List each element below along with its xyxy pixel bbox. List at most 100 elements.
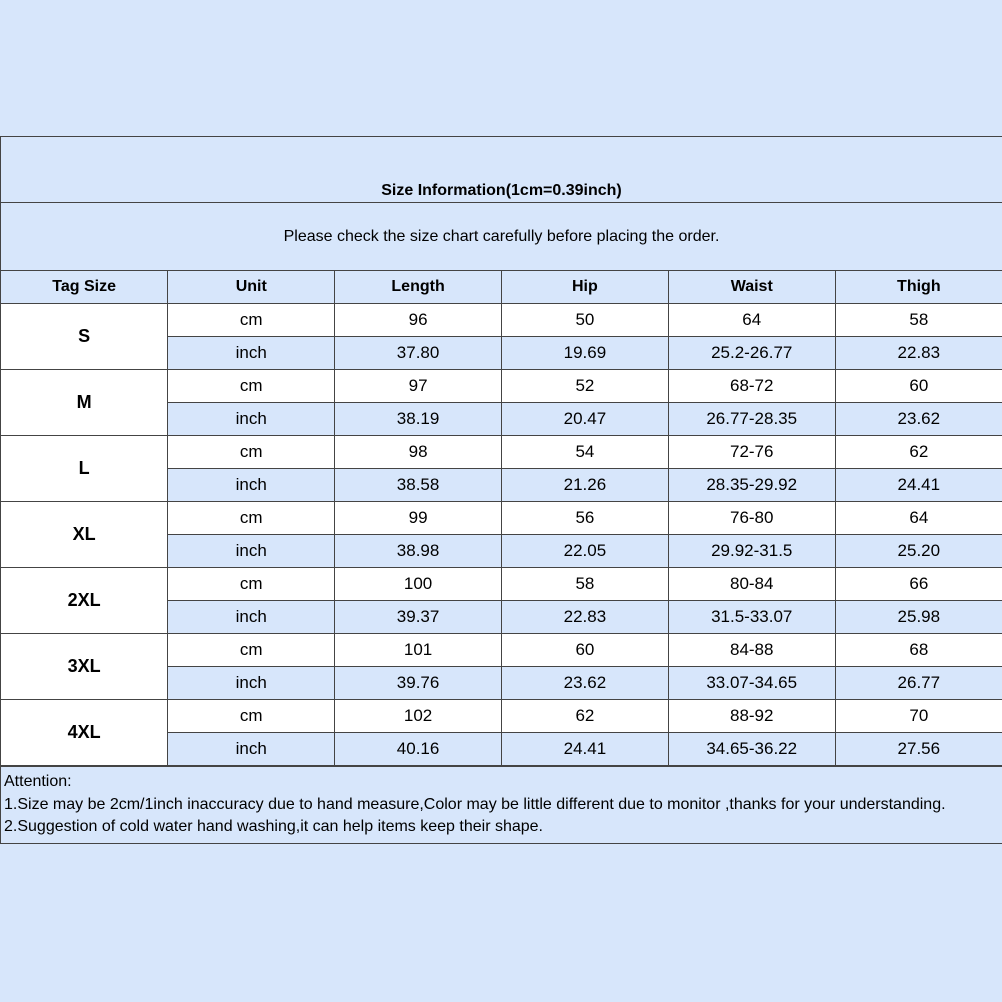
unit-cell: inch (167, 468, 336, 502)
measurement-cell: 21.26 (500, 468, 669, 502)
measurement-cell: 68-72 (667, 369, 836, 403)
column-header: Length (334, 271, 502, 304)
table-row-cm: XL cm 99 56 76-80 64 (1, 501, 1002, 568)
measurement-cell: 39.37 (334, 600, 502, 634)
column-header: Waist (667, 271, 836, 304)
header-row: Tag Size Unit Length Hip Waist Thigh (1, 271, 1002, 304)
measurement-cell: 84-88 (667, 633, 836, 667)
measurement-cell: 60 (500, 633, 669, 667)
measurement-cell: 20.47 (500, 402, 669, 436)
measurement-cell: 76-80 (667, 501, 836, 535)
measurement-cell: 72-76 (667, 435, 836, 469)
table-row-inch: inch 39.76 23.62 33.07-34.65 26.77 (1, 666, 1002, 700)
unit-cell: cm (167, 699, 336, 733)
table-row-cm: 3XL cm 101 60 84-88 68 (1, 633, 1002, 700)
measurement-cell: 62 (500, 699, 669, 733)
measurement-cell: 27.56 (834, 732, 1002, 766)
table-row-inch: inch 39.37 22.83 31.5-33.07 25.98 (1, 600, 1002, 634)
measurement-cell: 38.98 (334, 534, 502, 568)
tag-size-cell: 3XL (1, 633, 169, 700)
tag-size-cell: XL (1, 501, 169, 568)
unit-cell: inch (167, 732, 336, 766)
chart-title: Size Information(1cm=0.39inch) (1, 137, 1002, 203)
tag-size-cell: M (1, 369, 169, 436)
unit-cell: inch (167, 336, 336, 370)
measurement-cell: 58 (500, 567, 669, 601)
measurement-cell: 64 (834, 501, 1002, 535)
measurement-cell: 101 (334, 633, 502, 667)
measurement-cell: 52 (500, 369, 669, 403)
measurement-cell: 26.77-28.35 (667, 402, 836, 436)
measurement-cell: 70 (834, 699, 1002, 733)
measurement-cell: 50 (500, 303, 669, 337)
measurement-cell: 25.98 (834, 600, 1002, 634)
measurement-cell: 38.19 (334, 402, 502, 436)
tag-size-cell: 2XL (1, 567, 169, 634)
measurement-cell: 31.5-33.07 (667, 600, 836, 634)
measurement-cell: 25.20 (834, 534, 1002, 568)
attention-note-1: 1.Size may be 2cm/1inch inaccuracy due t… (4, 795, 946, 813)
measurement-cell: 56 (500, 501, 669, 535)
tag-size-cell: L (1, 435, 169, 502)
measurement-cell: 58 (834, 303, 1002, 337)
unit-cell: inch (167, 402, 336, 436)
measurement-cell: 60 (834, 369, 1002, 403)
measurement-cell: 25.2-26.77 (667, 336, 836, 370)
measurement-cell: 68 (834, 633, 1002, 667)
measurement-cell: 88-92 (667, 699, 836, 733)
tag-size-cell: S (1, 303, 169, 370)
measurement-cell: 54 (500, 435, 669, 469)
measurement-cell: 62 (834, 435, 1002, 469)
table-row-inch: inch 38.98 22.05 29.92-31.5 25.20 (1, 534, 1002, 568)
measurement-cell: 29.92-31.5 (667, 534, 836, 568)
measurement-cell: 24.41 (500, 732, 669, 766)
attention-heading: Attention: (4, 773, 72, 790)
tag-size-cell: 4XL (1, 699, 169, 766)
unit-cell: cm (167, 633, 336, 667)
measurement-cell: 22.83 (834, 336, 1002, 370)
measurement-cell: 26.77 (834, 666, 1002, 700)
attention-note-2: 2.Suggestion of cold water hand washing,… (4, 818, 543, 835)
measurement-cell: 23.62 (834, 402, 1002, 436)
column-header: Tag Size (1, 271, 169, 304)
measurement-cell: 38.58 (334, 468, 502, 502)
unit-cell: cm (167, 501, 336, 535)
measurement-cell: 97 (334, 369, 502, 403)
measurement-cell: 33.07-34.65 (667, 666, 836, 700)
measurement-cell: 102 (334, 699, 502, 733)
measurement-cell: 28.35-29.92 (667, 468, 836, 502)
unit-cell: cm (167, 567, 336, 601)
measurement-cell: 22.05 (500, 534, 669, 568)
table-row-cm: 2XL cm 100 58 80-84 66 (1, 567, 1002, 634)
measurement-cell: 80-84 (667, 567, 836, 601)
table-row-cm: 4XL cm 102 62 88-92 70 (1, 699, 1002, 766)
column-header: Unit (167, 271, 336, 304)
measurement-cell: 34.65-36.22 (667, 732, 836, 766)
measurement-cell: 40.16 (334, 732, 502, 766)
measurement-cell: 19.69 (500, 336, 669, 370)
measurement-cell: 64 (667, 303, 836, 337)
title-text: Size Information(1cm=0.39inch) (381, 182, 622, 199)
measurement-cell: 39.76 (334, 666, 502, 700)
measurement-cell: 24.41 (834, 468, 1002, 502)
unit-cell: inch (167, 666, 336, 700)
column-header: Thigh (834, 271, 1002, 304)
measurement-cell: 37.80 (334, 336, 502, 370)
unit-cell: cm (167, 369, 336, 403)
unit-cell: inch (167, 534, 336, 568)
unit-cell: cm (167, 303, 336, 337)
measurement-cell: 22.83 (500, 600, 669, 634)
size-chart: Size Information(1cm=0.39inch) Please ch… (0, 136, 1002, 844)
column-header: Hip (500, 271, 669, 304)
measurement-cell: 96 (334, 303, 502, 337)
unit-cell: cm (167, 435, 336, 469)
measurement-cell: 100 (334, 567, 502, 601)
unit-cell: inch (167, 600, 336, 634)
notice: Please check the size chart carefully be… (1, 203, 1002, 271)
attention-notes: Attention: 1.Size may be 2cm/1inch inacc… (1, 766, 1002, 843)
measurement-cell: 98 (334, 435, 502, 469)
